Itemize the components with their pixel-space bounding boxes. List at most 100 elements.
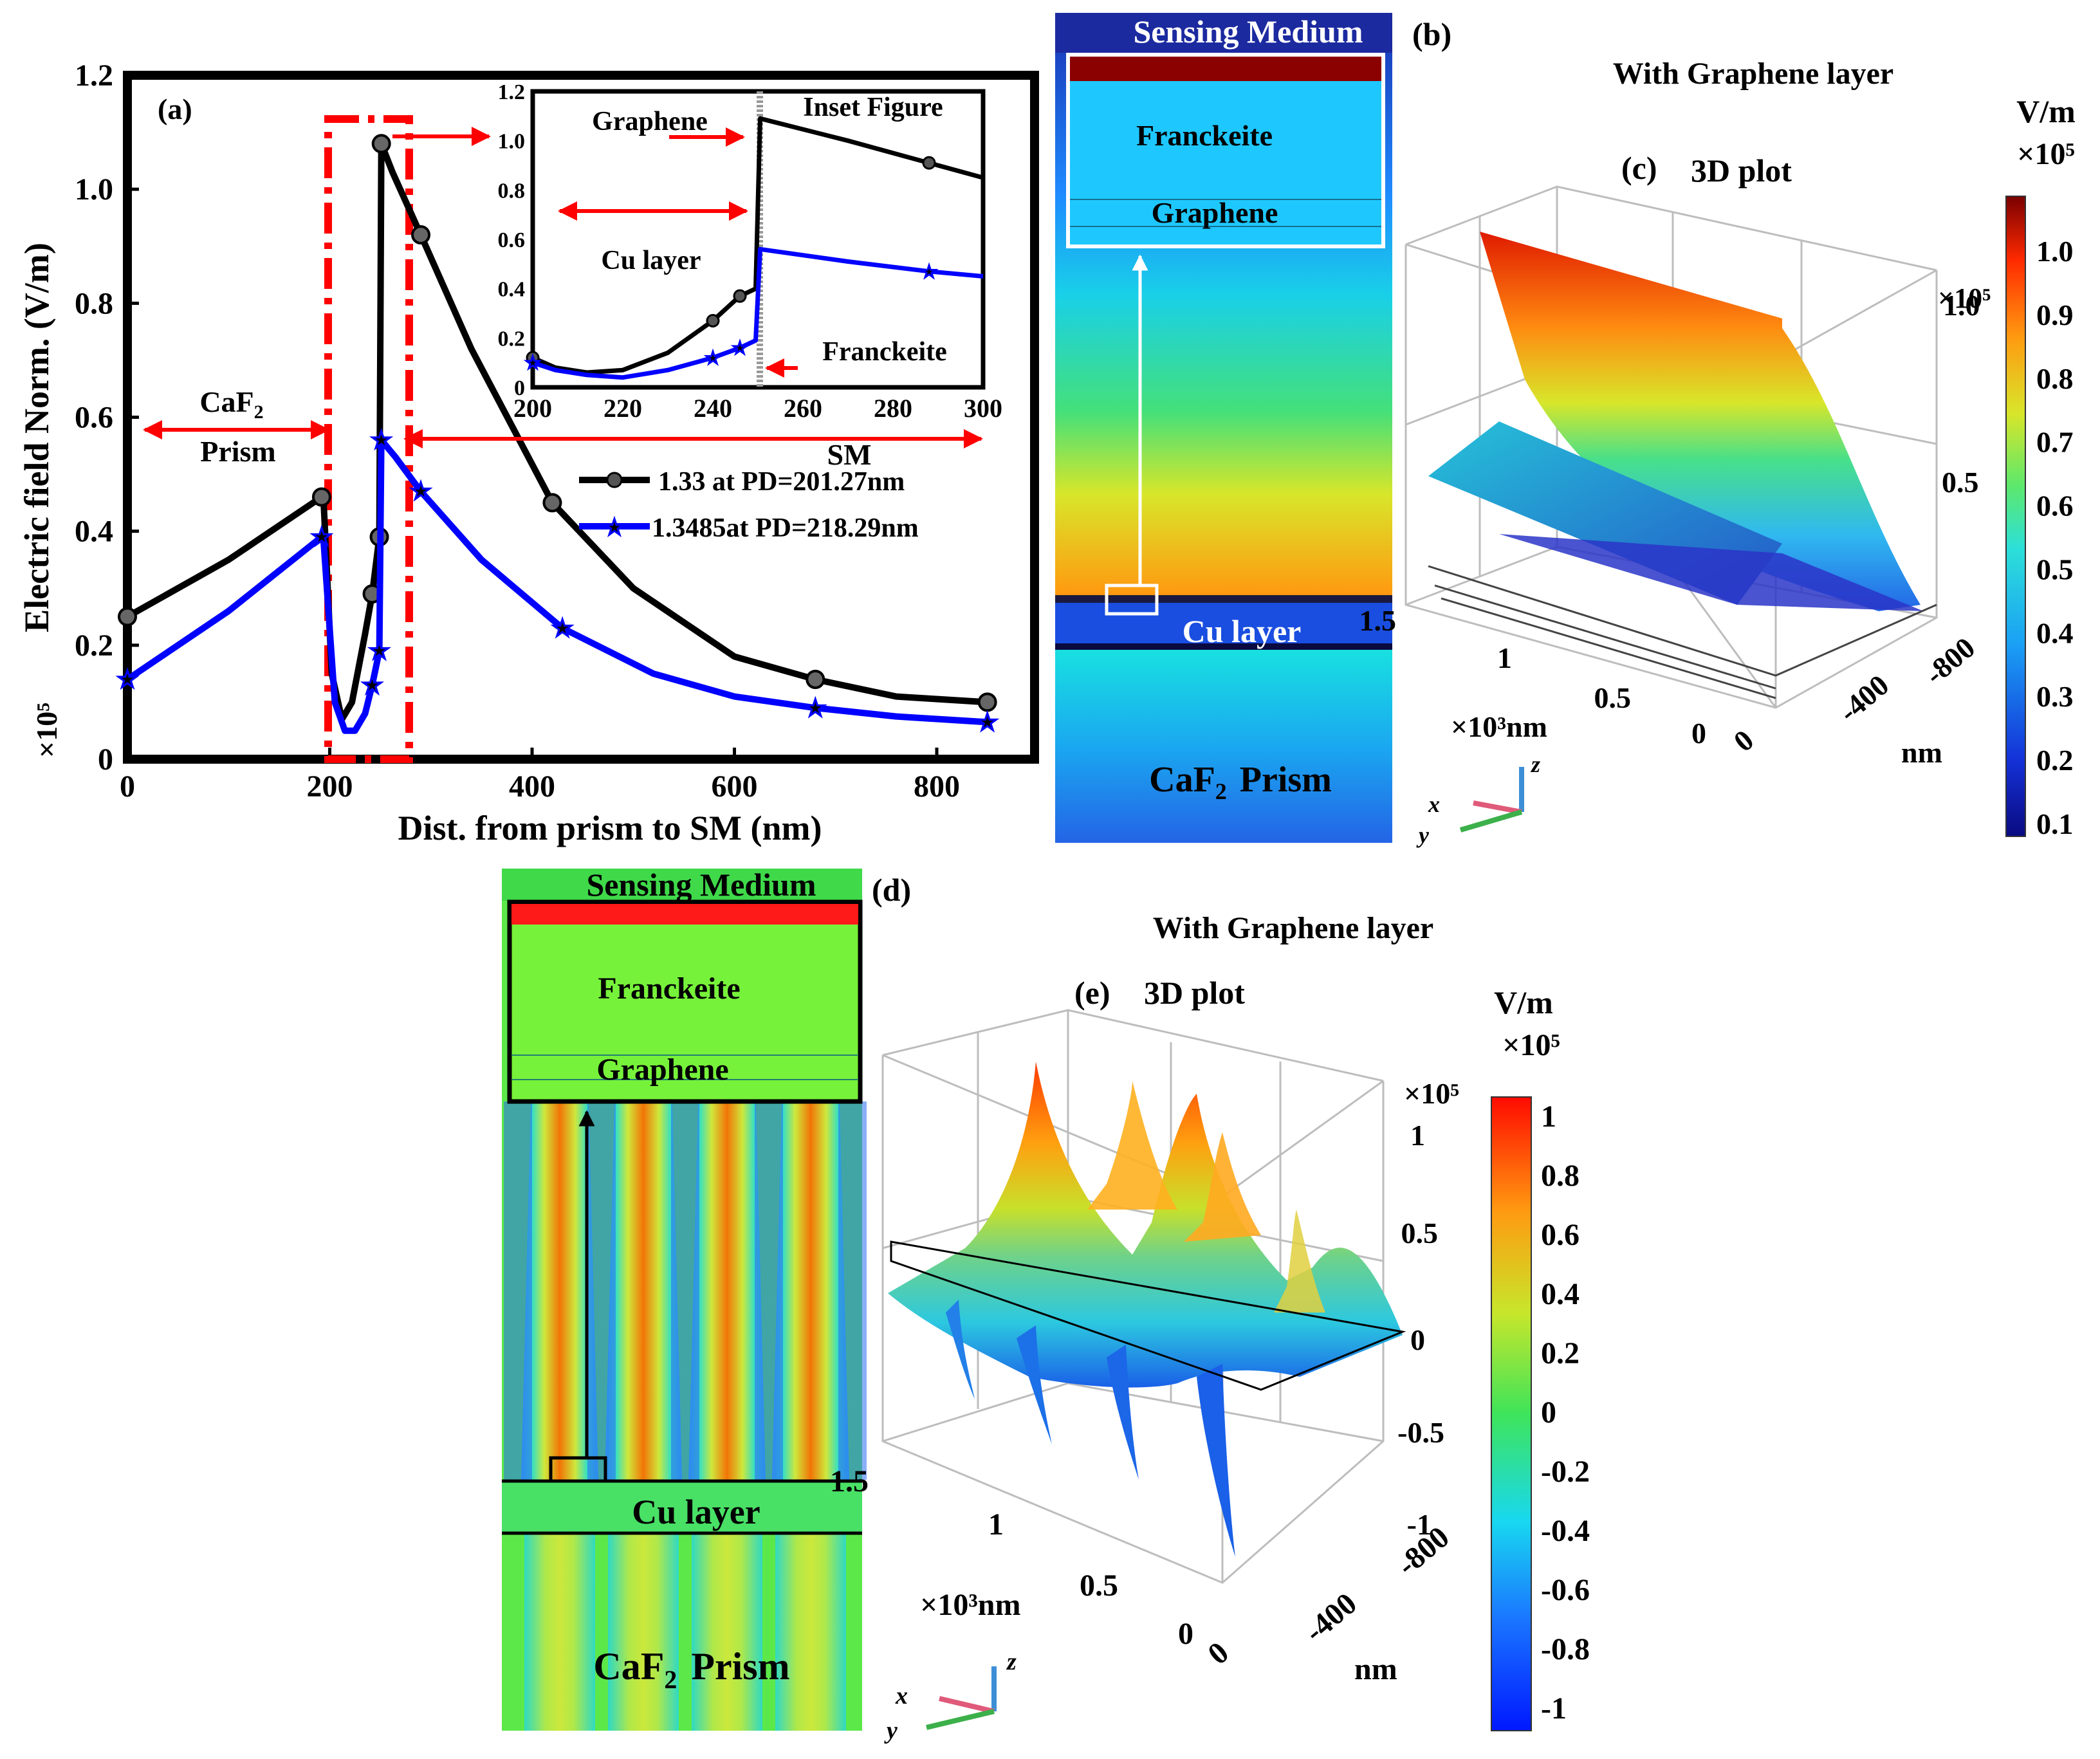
panel-e-xunit: ×10³nm bbox=[920, 1588, 1020, 1622]
legend-marker-black bbox=[606, 472, 623, 488]
inset-title: Inset Figure bbox=[803, 93, 943, 122]
panel-c-colorbar-tick: 0.5 bbox=[2036, 553, 2074, 585]
panel-a-marker-black bbox=[118, 607, 137, 627]
panel-d-field-stripe bbox=[688, 1101, 766, 1480]
panel-c-colorbar-tick: 0.3 bbox=[2036, 680, 2074, 713]
panel-b-sm-strip bbox=[1070, 57, 1381, 81]
panel-a-marker-blue: ★ bbox=[311, 524, 332, 550]
panel-c-yunit: nm bbox=[1901, 736, 1942, 769]
panel-b-cu-zoom-box bbox=[1105, 584, 1159, 616]
panel-d-field-stripe bbox=[605, 1101, 682, 1480]
panel-c-header: With Graphene layer bbox=[1613, 57, 1893, 91]
panel-c-ytick-800: -800 bbox=[1919, 631, 1981, 691]
panel-e-colorbar-tick: 1 bbox=[1541, 1100, 1556, 1134]
panel-e-title: 3D plot bbox=[1144, 975, 1245, 1011]
panel-b-caf2-label: CaF2 Prism bbox=[1149, 760, 1332, 804]
panel-a-marker-black bbox=[311, 487, 331, 507]
panel-c-colorbar-tick: 0.9 bbox=[2036, 299, 2074, 331]
legend-label-black: 1.33 at PD=201.27nm bbox=[658, 467, 905, 497]
panel-e-xtick-15: 1.5 bbox=[830, 1464, 869, 1498]
inset-xtick-label: 220 bbox=[603, 394, 642, 423]
inset-franckeite-label: Franckeite bbox=[822, 337, 947, 367]
panel-e-label: (e) bbox=[1074, 975, 1110, 1011]
panel-a-series: ★ ★ ★ ★ ★ ★ ★ ★ ★ bbox=[116, 134, 999, 735]
panel-a-marker-blue: ★ bbox=[371, 427, 392, 453]
panel-a-marker-black bbox=[542, 493, 562, 513]
panel-e-surface-main bbox=[888, 1062, 1403, 1388]
panel-c-ytick-0: 0 bbox=[1727, 723, 1760, 758]
inset-cu-label: Cu layer bbox=[601, 246, 701, 275]
panel-d-blue-band bbox=[671, 1101, 699, 1480]
panel-e-xtick-05: 0.5 bbox=[1080, 1569, 1118, 1603]
inset-marker-blue: ★ bbox=[525, 354, 540, 373]
panel-a-marker-black bbox=[371, 134, 391, 154]
inset-ytick-label: 0.6 bbox=[498, 228, 526, 252]
panel-d-blue-band bbox=[838, 1101, 867, 1480]
panel-e-colorbar-tick: -0.8 bbox=[1541, 1632, 1590, 1666]
panel-d-caf2-label: CaF2 Prism bbox=[593, 1645, 789, 1694]
panel-e-xtick-0: 0 bbox=[1178, 1617, 1193, 1651]
panel-e-ytick-800: -800 bbox=[1390, 1520, 1455, 1582]
panel-e-header: With Graphene layer bbox=[1153, 911, 1433, 945]
panel-e-zscale: ×10⁵ bbox=[1404, 1077, 1459, 1110]
panel-b-graphene-label: Graphene bbox=[1152, 196, 1278, 229]
inset-xticks: 200 220 240 260 280 300 bbox=[513, 394, 1002, 423]
inset-xtick-label: 280 bbox=[874, 394, 912, 423]
panel-e-ytick-0: 0 bbox=[1201, 1635, 1235, 1672]
panel-e-peak-3 bbox=[1184, 1132, 1261, 1242]
panel-d-prism-stripe bbox=[608, 1534, 679, 1731]
panel-e-colorbar bbox=[1491, 1096, 1532, 1731]
inset-ytick-label: 0.4 bbox=[498, 278, 526, 302]
panel-a-marker-black bbox=[411, 225, 431, 245]
panel-b-prism-region bbox=[1055, 650, 1392, 843]
panel-e-surface bbox=[888, 1062, 1406, 1557]
panel-a-legend: 1.33 at PD=201.27nm ★ 1.3485at PD=218.29… bbox=[579, 467, 919, 543]
panel-d-cu-label: Cu layer bbox=[632, 1493, 760, 1531]
panel-c-xtick-1: 1 bbox=[1497, 641, 1512, 674]
panel-d-zoom-box bbox=[507, 899, 863, 1104]
inset-line-black bbox=[531, 116, 984, 375]
panel-e-peak-2 bbox=[1087, 1081, 1177, 1210]
panel-d-prism-stripe bbox=[775, 1534, 846, 1731]
panel-b-cu-label: Cu layer bbox=[1183, 613, 1302, 649]
prism-label: Prism bbox=[200, 435, 276, 468]
panel-d-field-stripe bbox=[772, 1101, 849, 1480]
inset-series: ★ ★ ★ ★ bbox=[524, 116, 984, 380]
panel-e-colorbar-tick: 0 bbox=[1541, 1395, 1556, 1430]
panel-c-colorbar-tick: 0.2 bbox=[2036, 744, 2074, 777]
inset-xtick-label: 260 bbox=[784, 394, 822, 423]
panel-a-ytick-label: 1.2 bbox=[75, 59, 113, 93]
panel-c-xunit: ×10³nm bbox=[1451, 710, 1547, 743]
panel-d-label: (d) bbox=[872, 872, 911, 908]
panel-a-label: (a) bbox=[158, 93, 192, 125]
panel-a-xtick-label: 600 bbox=[712, 769, 758, 804]
panel-c-base bbox=[1499, 534, 1924, 611]
inset-xtick-label: 240 bbox=[694, 394, 732, 423]
inset-marker-blue: ★ bbox=[732, 339, 748, 358]
panel-a-marker-black bbox=[977, 692, 997, 712]
panel-b-sensing-medium-label: Sensing Medium bbox=[1133, 14, 1363, 50]
panel-a-ylabel: Electric field Norm. (V/m) bbox=[17, 243, 56, 632]
panel-a-xlabel: Dist. from prism to SM (nm) bbox=[398, 809, 822, 847]
panel-c-axis-y: y bbox=[1416, 822, 1430, 848]
panel-d: Sensing Medium Franckeite Graphene Cu la… bbox=[502, 867, 911, 1731]
panel-e-scale: ×10⁵ bbox=[1502, 1028, 1560, 1062]
panel-c-ytick-400: -400 bbox=[1832, 668, 1895, 728]
panel-e-colorbar-tick: 0.2 bbox=[1541, 1336, 1580, 1370]
panel-e-xtick-1: 1 bbox=[988, 1507, 1004, 1542]
panel-a-series-line-blue bbox=[125, 436, 988, 734]
panel-a-marker-blue: ★ bbox=[977, 709, 997, 735]
panel-c-colorbar-tick: 1.0 bbox=[2036, 235, 2074, 268]
panel-d-field-stripe bbox=[521, 1101, 598, 1480]
inset-xtick-label: 200 bbox=[513, 394, 552, 423]
panel-e-axis-x: x bbox=[895, 1682, 908, 1709]
panel-d-graphene-label: Graphene bbox=[596, 1053, 728, 1087]
panel-e-ztick-05: 0.5 bbox=[1401, 1217, 1439, 1249]
panel-e-ytick-400: -400 bbox=[1298, 1587, 1363, 1649]
panel-e-yunit: nm bbox=[1354, 1652, 1397, 1686]
panel-c-xtick-15: 1.5 bbox=[1359, 604, 1397, 637]
panel-e-ztick-0: 0 bbox=[1410, 1323, 1425, 1356]
panel-e-colorbar-tick: -0.4 bbox=[1541, 1514, 1590, 1548]
inset-ytick-label: 0 bbox=[514, 376, 525, 400]
